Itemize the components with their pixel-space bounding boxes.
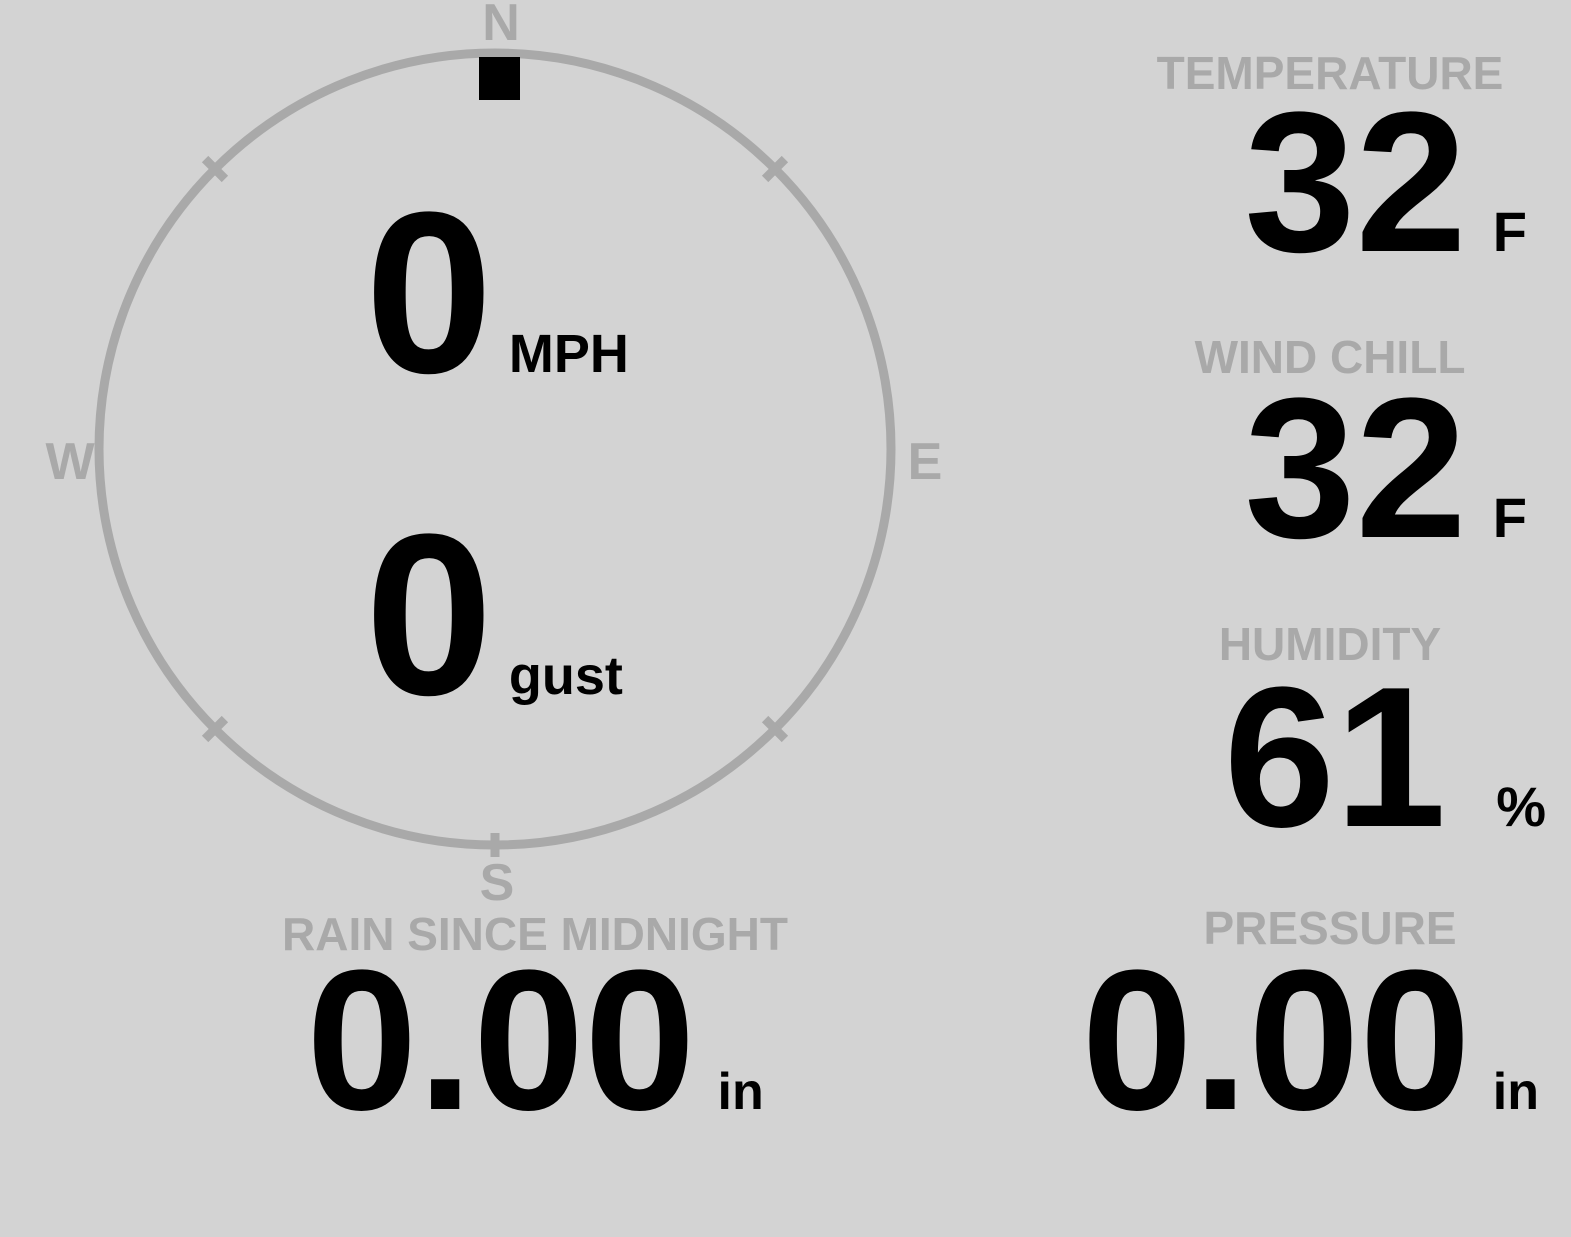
wind-chill-label: WIND CHILL	[1194, 331, 1466, 383]
temperature-label: TEMPERATURE	[1156, 47, 1504, 99]
wind-chill-readout: 32 F	[1244, 369, 1527, 569]
compass-tick-northwest	[201, 155, 229, 183]
wind-speed-unit: MPH	[508, 324, 629, 384]
compass-tick-southeast	[761, 715, 789, 743]
wind-direction-marker-icon	[479, 57, 520, 100]
rain-since-midnight-unit: in	[717, 1063, 764, 1121]
wind-chill-unit: F	[1492, 486, 1527, 549]
wind-speed-readout: 0 MPH	[365, 178, 629, 408]
compass-east-label: E	[908, 433, 943, 491]
pressure-unit: in	[1492, 1063, 1539, 1121]
compass-tick-southwest	[201, 715, 229, 743]
pressure-value: 0.00	[1081, 929, 1471, 1152]
compass-north-label: N	[482, 0, 520, 52]
rain-since-midnight-label: RAIN SINCE MIDNIGHT	[282, 908, 788, 960]
compass-south-label: S	[480, 854, 515, 912]
temperature-value: 32	[1244, 71, 1467, 294]
wind-speed-value: 0	[365, 164, 493, 421]
compass-tick-northeast	[761, 155, 789, 183]
wind-gust-unit: gust	[508, 646, 623, 706]
wind-gust-readout: 0 gust	[365, 500, 623, 730]
wind-chill-value: 32	[1244, 357, 1467, 580]
temperature-readout: 32 F	[1244, 83, 1527, 283]
pressure-label: PRESSURE	[1203, 902, 1457, 954]
humidity-unit: %	[1496, 775, 1546, 838]
wind-gust-value: 0	[365, 486, 493, 743]
temperature-unit: F	[1492, 200, 1527, 263]
wind-compass-gauge: N E S W	[45, 0, 943, 912]
humidity-value: 61	[1223, 646, 1447, 869]
rain-since-midnight-value: 0.00	[306, 929, 696, 1152]
compass-west-label: W	[45, 433, 95, 491]
humidity-readout: 61 %	[1224, 658, 1546, 858]
pressure-readout: 0.00 in	[1082, 941, 1539, 1141]
humidity-label: HUMIDITY	[1218, 618, 1442, 670]
rain-since-midnight-readout: 0.00 in	[115, 941, 955, 1141]
